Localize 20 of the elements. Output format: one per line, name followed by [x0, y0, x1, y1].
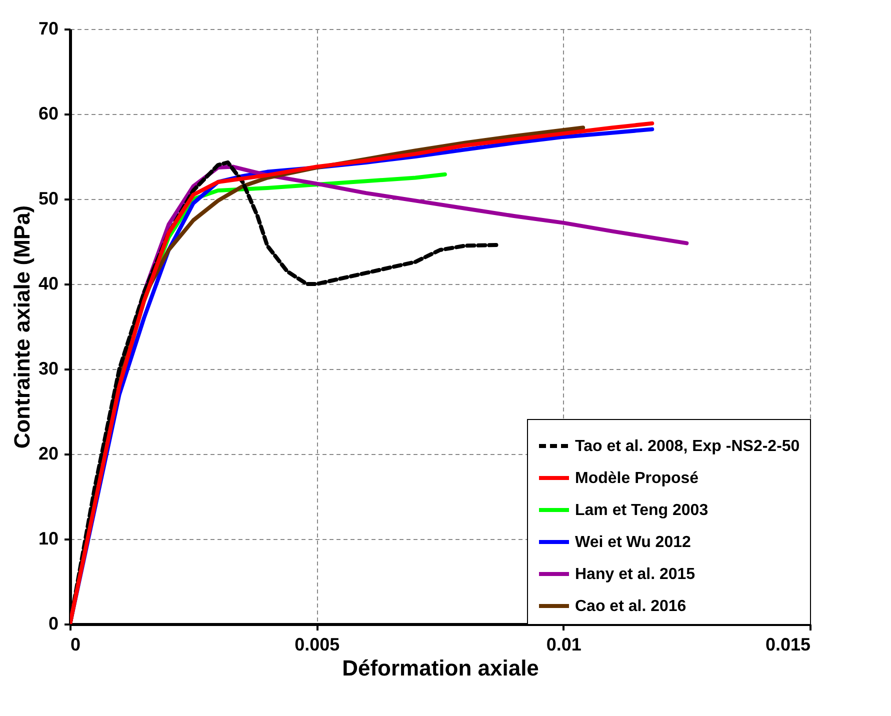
y-tick-label: 0 — [48, 614, 58, 634]
legend-label: Wei et Wu 2012 — [575, 534, 691, 551]
legend-label: Hany et al. 2015 — [575, 566, 696, 583]
y-tick-label: 50 — [38, 188, 58, 208]
legend-label: Lam et Teng 2003 — [575, 502, 708, 519]
x-axis-title: Déformation axiale — [342, 656, 539, 680]
legend-label: Modèle Proposé — [575, 470, 699, 487]
x-tick-label: 0 — [70, 634, 81, 654]
x-tick-label: 0.005 — [294, 634, 340, 654]
y-tick-label: 10 — [38, 528, 58, 548]
x-tick-label: 0.015 — [765, 634, 810, 654]
legend-label: Tao et al. 2008, Exp -NS2-2-50 — [575, 438, 800, 455]
y-tick-label: 60 — [38, 104, 58, 124]
y-tick-label: 30 — [38, 358, 58, 378]
legend-label: Cao et al. 2016 — [575, 598, 686, 615]
y-tick-label: 40 — [38, 274, 58, 294]
y-axis-title: Contrainte axiale (MPa) — [9, 205, 34, 449]
x-tick-label: 0.01 — [546, 634, 582, 654]
y-tick-label: 70 — [38, 18, 58, 38]
y-tick-label: 20 — [38, 444, 58, 464]
